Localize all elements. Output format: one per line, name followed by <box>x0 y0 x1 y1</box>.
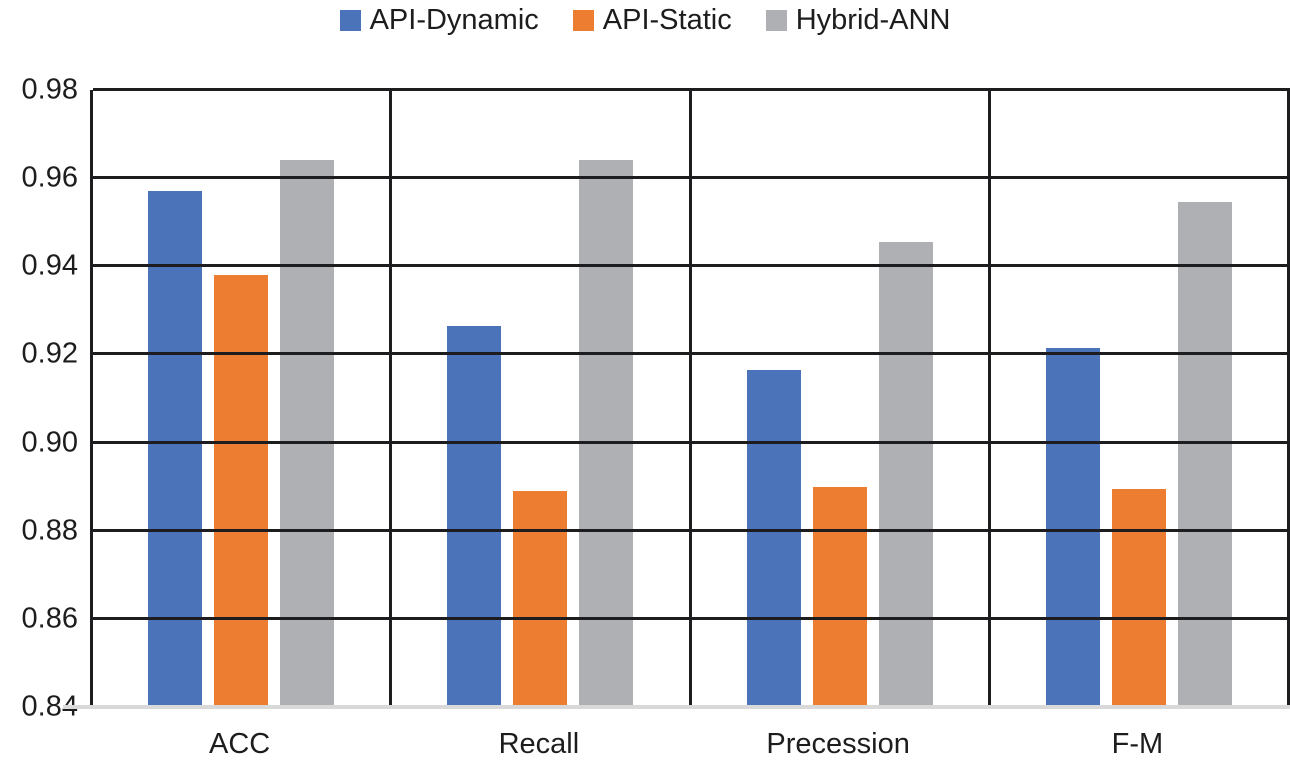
gridline <box>93 264 1290 268</box>
category-panel-recall <box>392 90 692 707</box>
gridline <box>93 88 1290 91</box>
legend-swatch-icon <box>339 9 361 31</box>
x-tick-label: ACC <box>209 728 271 760</box>
gridline <box>93 528 1290 532</box>
x-tick-label: Precession <box>766 728 910 760</box>
category-panel-acc <box>93 90 393 707</box>
bar-api-static-precession <box>812 487 867 707</box>
y-tick-label: 0.90 <box>21 426 78 459</box>
gridline <box>93 440 1290 444</box>
bar-hybrid-ann-acc <box>280 160 335 707</box>
y-tick-label: 0.98 <box>21 73 78 106</box>
x-axis-category-labels: ACC Recall Precession F-M <box>90 727 1287 762</box>
y-tick-label: 0.94 <box>21 249 78 282</box>
gridline <box>93 616 1290 620</box>
bar-hybrid-ann-recall <box>579 160 634 707</box>
legend-swatch-icon <box>765 9 787 31</box>
plot-area <box>63 88 1290 709</box>
category-panel-f-m <box>991 90 1290 707</box>
y-tick-label: 0.92 <box>21 337 78 370</box>
legend-label: API-Dynamic <box>369 3 539 36</box>
category-panel-precession <box>692 90 991 707</box>
bar-api-static-acc <box>214 274 269 707</box>
bar-api-dynamic-f-m <box>1045 347 1100 707</box>
legend-item-api-dynamic: API-Dynamic <box>339 3 539 36</box>
legend-label: Hybrid-ANN <box>795 3 951 36</box>
x-tick-label: Recall <box>498 728 580 760</box>
bar-hybrid-ann-f-m <box>1177 201 1232 707</box>
y-tick-label: 0.96 <box>21 161 78 194</box>
legend-label: API-Static <box>602 3 732 36</box>
chart-legend: API-Dynamic API-Static Hybrid-ANN <box>0 2 1290 38</box>
bar-api-dynamic-precession <box>746 369 801 707</box>
legend-item-hybrid-ann: Hybrid-ANN <box>765 3 951 36</box>
legend-swatch-icon <box>572 9 594 31</box>
x-tick-label: F-M <box>1111 728 1164 760</box>
bar-api-dynamic-acc <box>148 190 203 707</box>
gridline <box>93 176 1290 180</box>
x-axis-baseline <box>63 705 1290 709</box>
bar-api-dynamic-recall <box>447 325 502 707</box>
bar-api-static-f-m <box>1111 489 1166 707</box>
bar-api-static-recall <box>513 490 568 707</box>
y-axis-tick-labels: 0.98 0.96 0.94 0.92 0.90 0.88 0.86 0.84 <box>0 75 78 721</box>
y-tick-label: 0.88 <box>21 514 78 547</box>
gridline <box>93 352 1290 356</box>
category-panels <box>93 90 1290 707</box>
legend-item-api-static: API-Static <box>572 3 732 36</box>
y-tick-label: 0.86 <box>21 602 78 635</box>
bar-hybrid-ann-precession <box>878 242 933 707</box>
